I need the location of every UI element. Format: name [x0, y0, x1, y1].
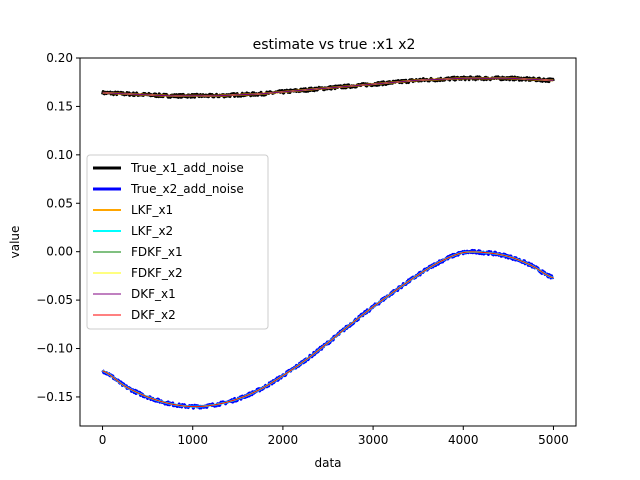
- x-tick-label: 4000: [448, 433, 479, 447]
- y-tick-label: 0.10: [46, 148, 73, 162]
- x-tick-label: 2000: [268, 433, 299, 447]
- legend-label: DKF_x1: [131, 287, 176, 301]
- legend-label: True_x1_add_noise: [130, 161, 244, 175]
- series-line-dkf-x1: [102, 77, 554, 97]
- y-tick-label: 0.20: [46, 51, 73, 65]
- plot-area: [101, 75, 555, 410]
- chart-title: estimate vs true :x1 x2: [253, 37, 416, 53]
- x-axis-label: data: [314, 456, 341, 470]
- legend-label: DKF_x2: [131, 308, 176, 322]
- y-tick-label: −0.10: [36, 342, 73, 356]
- x-tick-label: 5000: [538, 433, 569, 447]
- series-line-dkf-x2: [102, 251, 554, 408]
- legend: True_x1_add_noise True_x2_add_noise LKF_x1…: [86, 154, 269, 330]
- y-axis-label: value: [8, 226, 22, 259]
- x-tick-label: 1000: [177, 433, 208, 447]
- legend-box: [86, 154, 269, 330]
- x-axis: 0 1000 2000 3000 4000 5000: [99, 426, 569, 447]
- y-axis: −0.15 −0.10 −0.05 0.00 0.05 0.10 0.15 0.20: [36, 51, 80, 404]
- legend-label: LKF_x1: [131, 203, 173, 217]
- x-tick-label: 0: [99, 433, 107, 447]
- y-tick-label: −0.05: [36, 293, 73, 307]
- x-tick-label: 3000: [358, 433, 389, 447]
- y-tick-label: 0.05: [46, 196, 73, 210]
- legend-label: True_x2_add_noise: [130, 182, 244, 196]
- y-tick-label: 0.15: [46, 99, 73, 113]
- legend-label: LKF_x2: [131, 224, 173, 238]
- y-tick-label: −0.15: [36, 390, 73, 404]
- axes-frame: [79, 57, 577, 427]
- legend-label: FDKF_x1: [131, 245, 183, 259]
- y-tick-label: 0.00: [46, 245, 73, 259]
- legend-label: FDKF_x2: [131, 266, 183, 280]
